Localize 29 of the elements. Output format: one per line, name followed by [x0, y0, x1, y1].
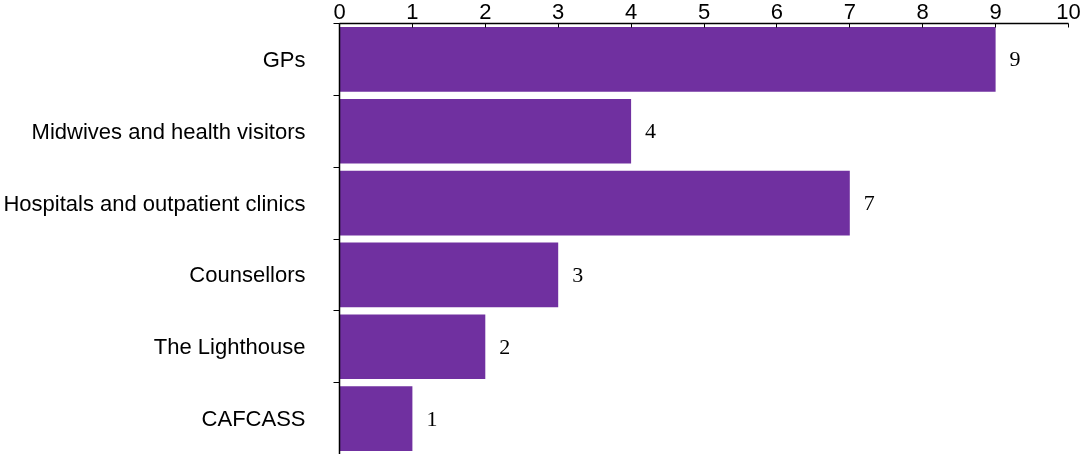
- x-tick-label: 5: [697, 0, 711, 24]
- data-label: 1: [426, 405, 438, 431]
- y-tick-label: Midwives and health visitors: [31, 118, 306, 144]
- bar: [339, 242, 559, 308]
- x-tick-label: 3: [552, 0, 565, 24]
- y-tick-label: Counsellors: [189, 262, 306, 288]
- data-label: 7: [863, 190, 875, 216]
- y-tick-label: GPs: [262, 46, 306, 72]
- x-tick-label: 9: [989, 0, 1002, 24]
- bar: [339, 27, 996, 92]
- x-tick-label: 6: [770, 0, 784, 24]
- data-label: 4: [645, 118, 657, 144]
- bar: [339, 170, 850, 236]
- x-tick-label: 1: [406, 0, 419, 24]
- y-tick-label: Hospitals and outpatient clinics: [3, 190, 306, 216]
- bar: [339, 98, 632, 164]
- x-tick-label: 8: [916, 0, 929, 24]
- data-label: 9: [1009, 46, 1021, 72]
- y-tick-label: The Lighthouse: [153, 334, 306, 360]
- x-tick-label: 4: [624, 0, 638, 24]
- y-tick-label: CAFCASS: [201, 406, 306, 432]
- x-tick-label: 7: [843, 0, 856, 24]
- x-tick-label: 0: [333, 0, 346, 24]
- bar: [339, 386, 413, 451]
- x-tick-label: 10: [1056, 0, 1081, 24]
- data-label: 3: [572, 261, 584, 287]
- x-tick-label: 2: [479, 0, 492, 24]
- bar: [339, 314, 486, 380]
- data-label: 2: [499, 333, 511, 359]
